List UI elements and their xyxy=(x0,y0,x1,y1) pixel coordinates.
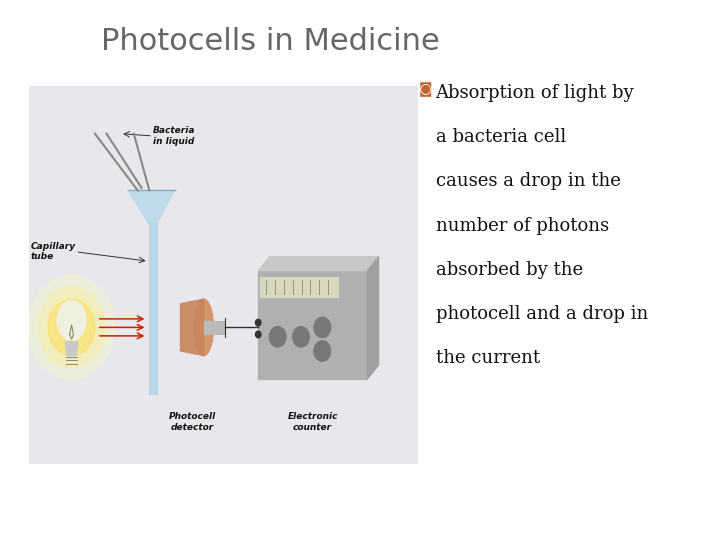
Circle shape xyxy=(292,326,310,347)
Text: a bacteria cell: a bacteria cell xyxy=(436,128,566,146)
Circle shape xyxy=(269,326,286,347)
Text: the current: the current xyxy=(436,349,540,367)
Polygon shape xyxy=(367,256,379,379)
Circle shape xyxy=(256,331,261,338)
Text: number of photons: number of photons xyxy=(436,217,608,234)
Text: photocell and a drop in: photocell and a drop in xyxy=(436,305,648,323)
Polygon shape xyxy=(65,342,78,356)
Text: absorbed by the: absorbed by the xyxy=(436,261,582,279)
Circle shape xyxy=(314,341,331,361)
Polygon shape xyxy=(181,299,204,356)
Ellipse shape xyxy=(57,300,86,340)
Circle shape xyxy=(29,275,114,379)
Circle shape xyxy=(256,319,261,326)
Text: Absorption of light by: Absorption of light by xyxy=(436,84,634,102)
Polygon shape xyxy=(258,256,379,271)
Text: Electronic
counter: Electronic counter xyxy=(287,413,338,432)
Bar xyxy=(204,321,225,334)
Ellipse shape xyxy=(194,299,214,356)
Circle shape xyxy=(48,299,95,356)
Polygon shape xyxy=(128,191,175,224)
Text: Bacteria
in liquid: Bacteria in liquid xyxy=(153,126,196,146)
Text: Photocells in Medicine: Photocells in Medicine xyxy=(101,27,439,56)
Bar xyxy=(148,224,157,394)
Bar xyxy=(29,86,418,464)
Circle shape xyxy=(39,287,104,368)
Text: ◙: ◙ xyxy=(418,83,432,97)
Text: Photocell
detector: Photocell detector xyxy=(168,413,216,432)
Bar xyxy=(260,277,338,296)
Text: causes a drop in the: causes a drop in the xyxy=(436,172,621,190)
FancyBboxPatch shape xyxy=(258,271,367,379)
Text: Capillary
tube: Capillary tube xyxy=(31,242,76,261)
Circle shape xyxy=(314,317,331,338)
